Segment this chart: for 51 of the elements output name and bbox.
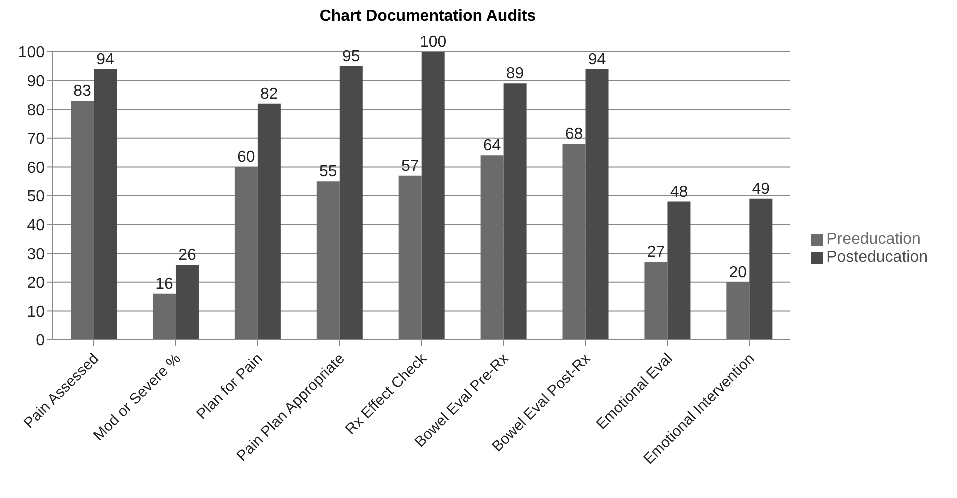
data-label: 100 — [420, 34, 447, 51]
y-tick-label: 90 — [27, 73, 46, 90]
bar — [668, 202, 691, 340]
data-label: 64 — [483, 138, 502, 155]
bar — [422, 52, 445, 340]
data-label: 48 — [670, 184, 688, 201]
bar — [340, 66, 363, 340]
bar — [586, 69, 609, 340]
x-tick-label: Plan for Pain — [194, 350, 266, 424]
y-tick-label: 30 — [27, 246, 46, 264]
data-label: 94 — [96, 51, 115, 68]
data-label: 82 — [260, 86, 278, 103]
bar — [644, 262, 668, 340]
y-tick-label: 70 — [27, 131, 46, 148]
bar — [726, 282, 750, 340]
data-label: 57 — [401, 158, 420, 175]
bar — [562, 144, 586, 340]
bar — [504, 84, 527, 340]
y-tick-label: 0 — [36, 332, 46, 350]
y-tick-label: 20 — [27, 275, 46, 292]
data-label: 89 — [506, 66, 524, 83]
legend-label: Preeducation — [826, 231, 921, 248]
data-label: 16 — [156, 276, 174, 293]
data-label: 94 — [588, 51, 606, 68]
bar — [94, 69, 118, 340]
y-tick-label: 80 — [27, 102, 46, 120]
chart-title: Chart Documentation Audits — [318, 8, 538, 26]
y-tick-label: 40 — [27, 217, 46, 234]
bar — [71, 100, 94, 340]
bar — [398, 176, 422, 340]
bar — [176, 265, 199, 340]
y-tick-label: 100 — [18, 44, 46, 62]
bar — [152, 294, 176, 340]
data-label: 68 — [565, 126, 584, 144]
data-label: 60 — [238, 149, 256, 166]
data-label: 95 — [342, 48, 360, 66]
data-label: 83 — [74, 82, 92, 100]
y-tick-label: 10 — [27, 304, 46, 321]
bar — [480, 156, 504, 340]
data-label: 55 — [319, 164, 338, 181]
legend-label: Posteducation — [826, 249, 928, 266]
bar — [258, 104, 281, 340]
y-tick-label: 50 — [27, 188, 46, 206]
data-label: 27 — [647, 244, 666, 262]
bar — [316, 182, 340, 340]
bar — [750, 198, 773, 340]
y-tick-label: 60 — [27, 160, 46, 177]
data-label: 49 — [752, 180, 770, 198]
data-label: 20 — [729, 264, 748, 282]
bar — [234, 167, 258, 340]
data-label: 26 — [178, 247, 196, 264]
